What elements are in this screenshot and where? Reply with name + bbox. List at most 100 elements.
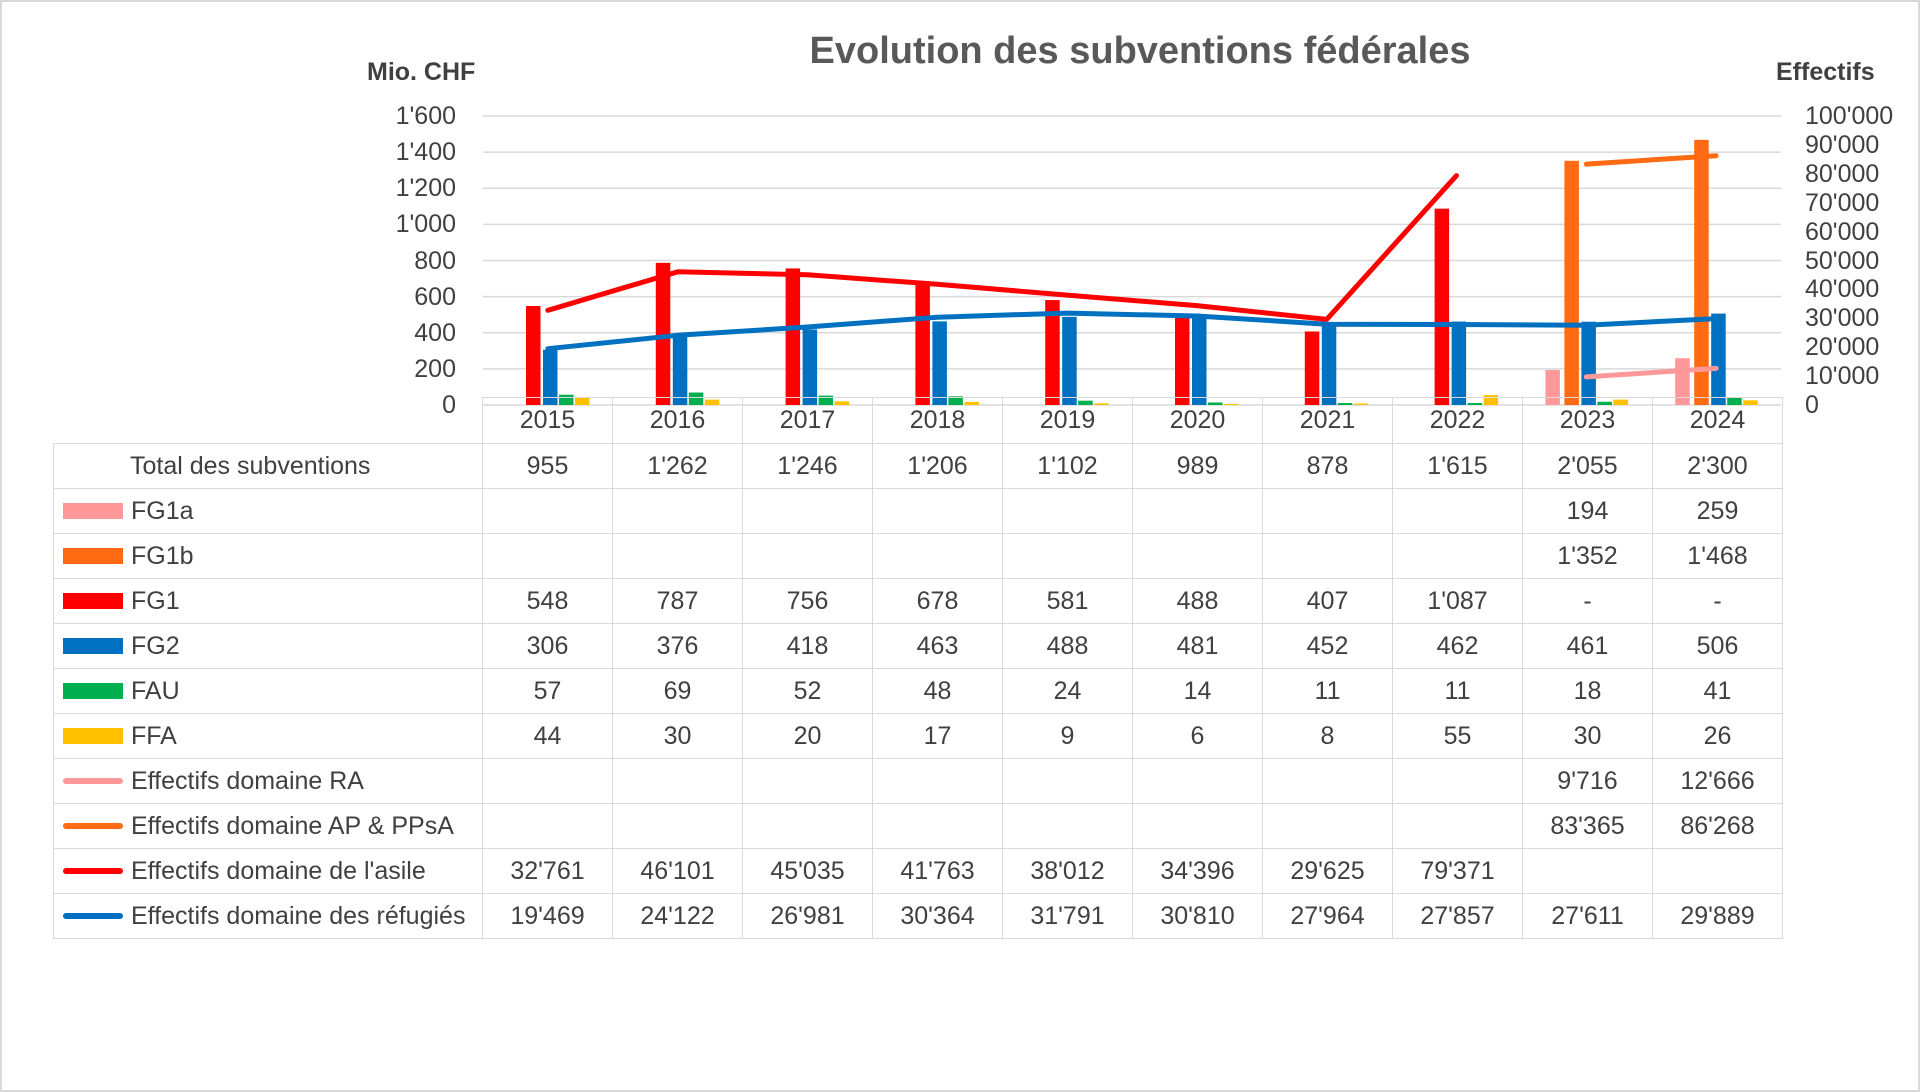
table-row: FG1a 194 259 [53,488,1783,534]
data-label [1262,803,1393,849]
data-label: 31'791 [1002,893,1133,939]
data-label [1392,758,1523,804]
bar-fg2 [1711,313,1726,405]
data-label: 488 [1132,578,1263,624]
data-label [482,758,613,804]
bar-fg1 [1434,208,1450,405]
data-label: 878 [1262,443,1393,489]
data-label [1392,533,1523,579]
row-label: FG1a [53,488,483,534]
data-label: 30'364 [872,893,1003,939]
legend-label: Effectifs domaine des réfugiés [131,901,466,930]
data-label: 18 [1522,668,1653,714]
data-label [872,533,1003,579]
legend-label: FG2 [131,631,180,660]
data-label: 79'371 [1392,848,1523,894]
legend-label: Total des subventions [130,451,371,480]
legend-key [63,913,123,919]
legend-label: Effectifs domaine AP & PPsA [131,811,454,840]
data-label: 83'365 [1522,803,1653,849]
legend-key [63,778,123,784]
row-label: FG1 [53,578,483,624]
table-row: FFA 44 30 20 17 9 6 8 55 30 26 [53,713,1783,759]
data-label: 20 [742,713,873,759]
data-label: 14 [1132,668,1263,714]
series-line [1583,153,1719,167]
legend-key [63,638,123,654]
data-label [1262,533,1393,579]
x-tick-label: 2018 [872,397,1003,444]
data-label: 194 [1522,488,1653,534]
data-label [1392,488,1523,534]
data-label [612,803,743,849]
series-line [1583,365,1719,380]
right-tick-label: 70'000 [1805,188,1880,217]
row-label: FG2 [53,623,483,669]
data-label: 34'396 [1132,848,1263,894]
data-label: 9 [1002,713,1133,759]
x-tick-label: 2017 [742,397,873,444]
left-tick-label: 1'200 [395,174,456,203]
bar-fg2 [1321,323,1337,405]
row-label: Total des subventions [53,443,483,489]
bar-fg1 [1175,316,1190,405]
data-label: 17 [872,713,1003,759]
bar-fg1a [1545,369,1560,405]
data-label [1132,533,1263,579]
data-label [1262,758,1393,804]
table-row: FG2 306 376 418 463 488 481 452 462 461 506 [53,623,1783,669]
series-line [545,173,1459,322]
data-label: 548 [482,578,613,624]
data-label: 38'012 [1002,848,1133,894]
data-label [1002,533,1133,579]
right-tick-label: 10'000 [1805,362,1880,391]
bar-fg2 [1192,318,1207,405]
data-label: 1'087 [1392,578,1523,624]
x-tick-label: 2024 [1652,397,1783,444]
data-label: 29'889 [1652,893,1783,939]
data-label: 488 [1002,623,1133,669]
table-row: Effectifs domaine de l'asile 32'761 46'101… [53,848,1783,894]
right-axis-title: Effectifs [1776,58,1875,86]
bar-fg2 [543,349,558,405]
legend-key [63,548,123,564]
row-label: FG1b [53,533,483,579]
legend-label: FFA [131,721,177,750]
data-label [482,488,613,534]
right-tick-label: 0 [1805,391,1819,419]
legend-label: Effectifs domaine RA [131,766,364,795]
data-label [482,533,613,579]
data-label: 461 [1522,623,1653,669]
data-label: 2'055 [1522,443,1653,489]
data-label: 30 [612,713,743,759]
data-label: 52 [742,668,873,714]
data-label: 506 [1652,623,1783,669]
x-tick-label: 2022 [1392,397,1523,444]
right-tick-label: 50'000 [1805,246,1880,275]
data-label [742,803,873,849]
table-row: Total des subventions 955 1'262 1'246 1'206 1… [53,443,1783,489]
x-tick-label: 2016 [612,397,743,444]
data-label [1652,848,1783,894]
bar-fg1b [1694,139,1709,405]
table-row: Effectifs domaine AP & PPsA 83'365 86'268 [53,803,1783,849]
data-label: 756 [742,578,873,624]
legend-key [63,823,123,829]
data-label: 19'469 [482,893,613,939]
data-label: 24 [1002,668,1133,714]
right-tick-label: 80'000 [1805,159,1880,188]
legend-key [63,503,123,519]
data-label [1132,803,1263,849]
data-label: - [1652,578,1783,624]
table-row: Effectifs domaine des réfugiés 19'469 24'1… [53,893,1783,939]
left-tick-label: 200 [414,354,456,383]
data-label: 57 [482,668,613,714]
data-label: 678 [872,578,1003,624]
data-label [872,758,1003,804]
data-label: 989 [1132,443,1263,489]
left-tick-label: 400 [414,318,456,347]
bar-fg1b [1564,160,1579,405]
data-label: 407 [1262,578,1393,624]
left-tick-label: 1'000 [395,210,456,239]
data-label: 86'268 [1652,803,1783,849]
